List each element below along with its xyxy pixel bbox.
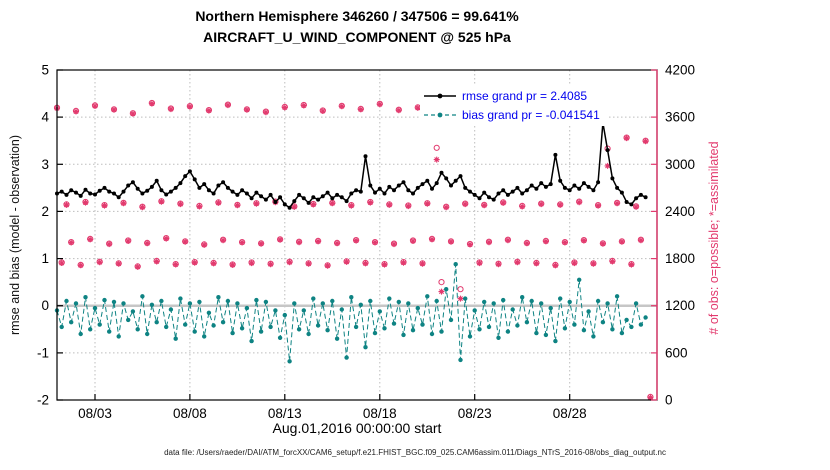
right-tick-label: 0 [665, 393, 673, 408]
assimilated-obs-markers [54, 100, 654, 401]
right-tick-label: 600 [665, 345, 688, 360]
right-tick-label: 3000 [665, 157, 695, 172]
x-tick-label: 08/13 [268, 406, 302, 421]
left-axis-label: rmse and bias (model - observation) [8, 134, 22, 336]
right-tick-label: 2400 [665, 204, 695, 219]
legend-label-bias: bias grand pr = -0.041541 [462, 107, 600, 122]
x-tick-label: 08/23 [458, 406, 492, 421]
right-tick-label: 1800 [665, 251, 695, 266]
x-axis-label: Aug.01,2016 00:00:00 start [272, 420, 442, 436]
left-tick-label: 4 [41, 110, 49, 125]
chart-legend: rmse grand pr = 2.4085 bias grand pr = -… [420, 84, 608, 126]
right-tick-label: 3600 [665, 110, 695, 125]
left-tick-label: 2 [41, 204, 49, 219]
left-tick-label: -1 [37, 345, 49, 360]
left-tick-label: 1 [41, 251, 49, 266]
data-file-caption: data file: /Users/raeder/DAI/ATM_forcXX/… [164, 448, 666, 457]
x-tick-label: 08/08 [173, 406, 207, 421]
legend-item-bias: bias grand pr = -0.041541 [424, 105, 600, 124]
right-tick-label: 1200 [665, 298, 695, 313]
x-tick-label: 08/18 [363, 406, 397, 421]
left-tick-label: 5 [41, 63, 49, 78]
chart-title-line1: Northern Hemisphere 346260 / 347506 = 99… [195, 8, 519, 24]
possible-obs-markers [53, 99, 654, 400]
left-tick-label: 3 [41, 157, 49, 172]
chart-title: Northern Hemisphere 346260 / 347506 = 99… [57, 6, 657, 48]
left-tick-label: -2 [37, 393, 49, 408]
bias-series [54, 262, 648, 364]
rmse-series [55, 120, 648, 210]
x-tick-label: 08/03 [78, 406, 112, 421]
bias-line-swatch [424, 112, 456, 117]
legend-item-rmse: rmse grand pr = 2.4085 [424, 86, 600, 105]
right-tick-label: 4200 [665, 63, 695, 78]
legend-label-rmse: rmse grand pr = 2.4085 [462, 88, 588, 103]
axes: -2 -1 0 1 2 3 4 5 0 600 1200 1800 2400 3000 3600 4200 08… [37, 63, 695, 422]
left-tick-label: 0 [41, 298, 49, 313]
rmse-line-swatch [424, 93, 456, 98]
x-tick-label: 08/28 [553, 406, 587, 421]
right-axis-label: # of obs: o=possible; *=assimilated [707, 141, 721, 335]
chart-title-line2: AIRCRAFT_U_WIND_COMPONENT @ 525 hPa [203, 29, 511, 45]
